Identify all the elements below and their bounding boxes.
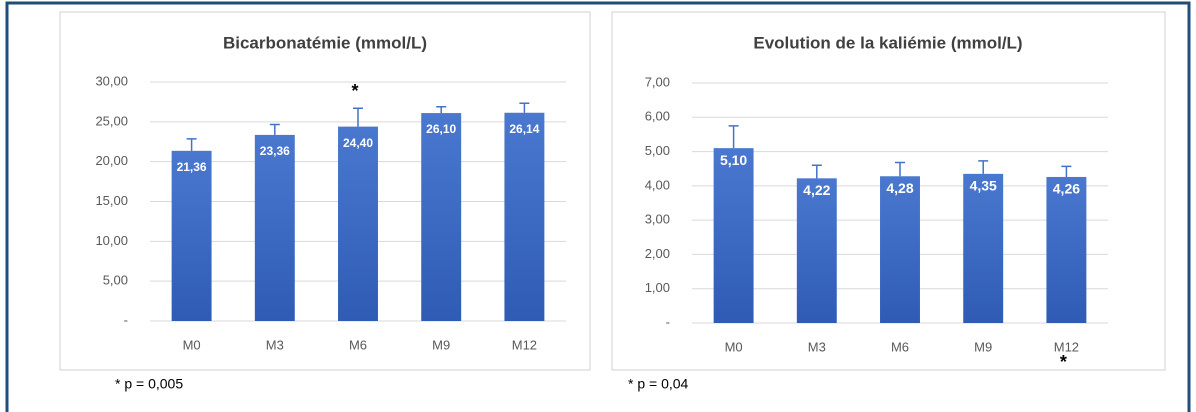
frame	[5, 1, 1191, 412]
x-tick-label: M0	[183, 337, 201, 352]
value-label: 5,10	[720, 152, 747, 168]
bar	[504, 112, 545, 321]
value-label: 4,35	[970, 178, 997, 194]
bar	[171, 150, 212, 321]
error-bar	[436, 105, 447, 114]
value-label: 21,36	[177, 160, 207, 174]
y-tick-label: 30,00	[95, 73, 128, 88]
bar	[421, 113, 462, 321]
y-tick-label: 25,00	[95, 113, 128, 128]
value-label: 4,22	[803, 182, 830, 198]
bar	[1046, 176, 1087, 323]
error-bar	[269, 123, 280, 135]
footnote: * p = 0,005	[115, 376, 183, 392]
y-tick-label: 5,00	[103, 273, 128, 288]
error-bar	[811, 164, 822, 179]
y-tick-label: 1,00	[645, 280, 670, 295]
bar	[713, 148, 754, 323]
y-tick-label: 6,00	[645, 109, 670, 124]
y-tick-label: 2,00	[645, 246, 670, 261]
significance-marker: *	[1060, 352, 1067, 372]
y-tick-label: -	[124, 312, 128, 327]
error-bar	[519, 102, 530, 113]
error-bar	[1061, 165, 1072, 177]
chart-box	[59, 11, 591, 371]
bar	[338, 126, 378, 321]
x-tick-label: M0	[725, 339, 743, 354]
value-label: 4,28	[886, 180, 913, 196]
bar	[880, 176, 920, 323]
value-label: 4,26	[1053, 181, 1080, 197]
significance-marker: *	[351, 81, 358, 101]
x-tick-label: M6	[349, 337, 367, 352]
chart-title: Evolution de la kaliémie (mmol/L)	[753, 33, 1022, 52]
x-tick-label: M3	[808, 339, 826, 354]
value-label: 26,14	[509, 122, 539, 136]
bar	[254, 134, 295, 321]
y-tick-label: 7,00	[645, 74, 670, 89]
error-bar	[895, 161, 905, 177]
value-label: 24,40	[343, 136, 373, 150]
x-tick-label: M12	[1054, 339, 1079, 354]
y-tick-label: -	[666, 314, 670, 329]
y-tick-label: 20,00	[95, 153, 128, 168]
y-tick-label: 10,00	[95, 233, 128, 248]
error-bar	[728, 125, 739, 149]
x-tick-label: M9	[432, 337, 450, 352]
y-tick-label: 15,00	[95, 193, 128, 208]
y-tick-label: 5,00	[645, 143, 670, 158]
bar	[963, 173, 1004, 323]
x-tick-label: M6	[891, 339, 909, 354]
bar	[796, 178, 837, 323]
x-tick-label: M9	[974, 339, 992, 354]
value-label: 26,10	[426, 122, 456, 136]
y-tick-label: 3,00	[645, 212, 670, 227]
footnote: * p = 0,04	[628, 376, 689, 392]
error-bar	[186, 138, 197, 151]
value-label: 23,36	[260, 144, 290, 158]
x-tick-label: M12	[512, 337, 537, 352]
y-tick-label: 4,00	[645, 177, 670, 192]
x-tick-label: M3	[266, 337, 284, 352]
error-bar	[353, 107, 363, 127]
error-bar	[978, 160, 989, 174]
chart-title: Bicarbonatémie (mmol/L)	[223, 33, 427, 52]
